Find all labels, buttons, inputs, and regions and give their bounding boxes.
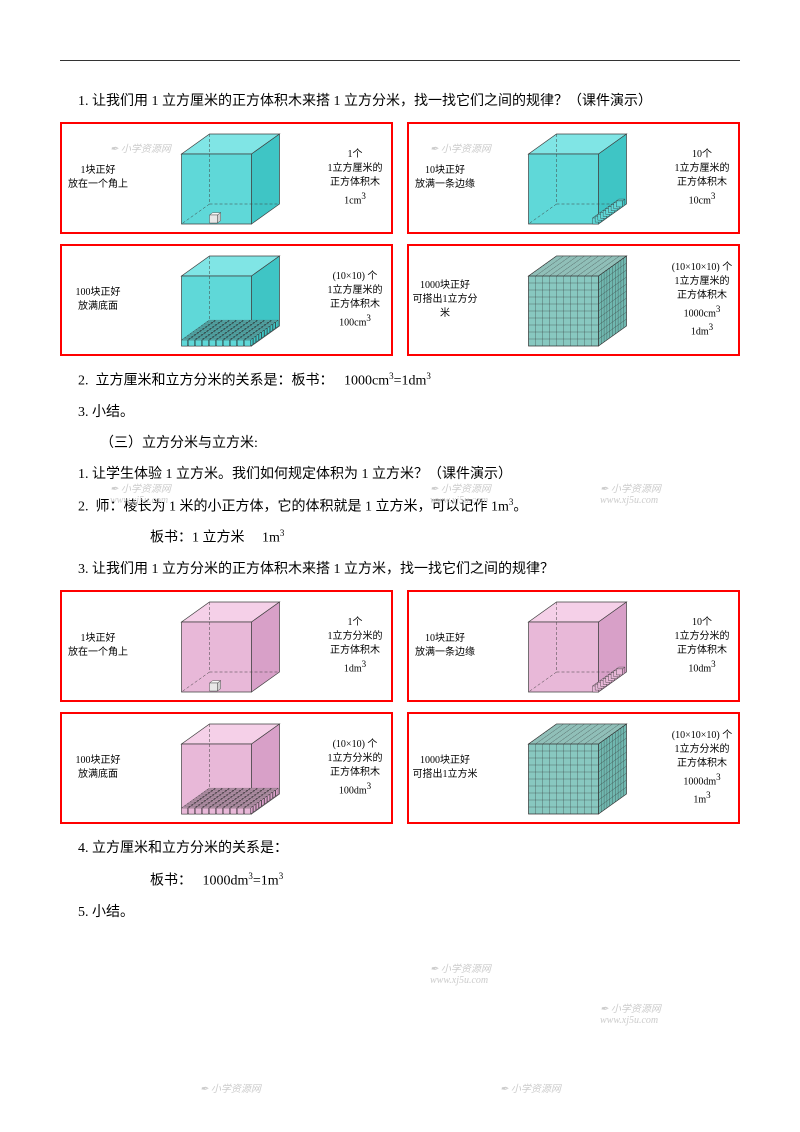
panel-left-label: 1000块正好可搭出1立方分米 xyxy=(409,279,481,321)
cube-panel: 1000块正好可搭出1立方分米 (10×10×10) 个1立方厘米的正方体积木10… xyxy=(407,244,740,356)
watermark: ✒ 小学资源网 xyxy=(200,1080,261,1095)
top-rule xyxy=(60,60,740,61)
cube-panel: 100块正好放满底面 (10×10) 个1立方厘米的正方体积木100cm3 xyxy=(60,244,393,356)
cube-diagram xyxy=(134,124,319,232)
cube-diagram xyxy=(134,592,319,700)
s3-1: 1. 让学生体验 1 立方米。我们如何规定体积为 1 立方米？（课件演示） xyxy=(60,462,740,487)
s3-3: 3. 让我们用 1 立方分米的正方体积木来搭 1 立方米，找一找它们之间的规律？ xyxy=(60,557,740,582)
panel-right-label: 1个1立方厘米的正方体积木1cm3 xyxy=(319,148,391,208)
cube-diagram xyxy=(481,246,666,354)
section3-title: （三）立方分米与立方米: xyxy=(60,431,740,456)
panel-right-label: 10个1立方厘米的正方体积木10cm3 xyxy=(666,148,738,208)
cube-diagram xyxy=(134,246,319,354)
pink-panel-grid: 1块正好放在一个角上1个1立方分米的正方体积木1dm310块正好放满一条边缘10… xyxy=(60,590,740,824)
panel-left-label: 100块正好放满底面 xyxy=(62,754,134,782)
cube-panel: 1000块正好可搭出1立方米 (10×10×10) 个1立方分米的正方体积木100… xyxy=(407,712,740,824)
panel-right-label: (10×10×10) 个1立方厘米的正方体积木1000cm31dm3 xyxy=(666,261,738,340)
panel-left-label: 1块正好放在一个角上 xyxy=(62,164,134,192)
q1-label: 1. 让我们用 1 立方厘米的正方体积木来搭 1 立方分米，找一找它们之间的规律… xyxy=(78,94,652,109)
cube-diagram xyxy=(481,124,666,232)
panel-right-label: (10×10) 个1立方分米的正方体积木100dm3 xyxy=(319,738,391,798)
s3-2b: 板书：1 立方米 1m3 xyxy=(60,525,740,551)
s3-4b: 板书： 1000dm3=1m3 xyxy=(60,868,740,894)
q1-text: 1. 让我们用 1 立方厘米的正方体积木来搭 1 立方分米，找一找它们之间的规律… xyxy=(60,89,740,114)
panel-left-label: 1块正好放在一个角上 xyxy=(62,632,134,660)
panel-right-label: (10×10×10) 个1立方分米的正方体积木1000dm31m3 xyxy=(666,729,738,808)
panel-left-label: 10块正好放满一条边缘 xyxy=(409,164,481,192)
panel-left-label: 100块正好放满底面 xyxy=(62,286,134,314)
panel-left-label: 10块正好放满一条边缘 xyxy=(409,632,481,660)
cube-panel: 100块正好放满底面 (10×10) 个1立方分米的正方体积木100dm3 xyxy=(60,712,393,824)
watermark: ✒ 小学资源网 xyxy=(500,1080,561,1095)
s3-5: 5. 小结。 xyxy=(60,900,740,925)
cube-panel: 10块正好放满一条边缘 10个1立方厘米的正方体积木10cm3 xyxy=(407,122,740,234)
cube-panel: 10块正好放满一条边缘 10个1立方分米的正方体积木10dm3 xyxy=(407,590,740,702)
cube-diagram xyxy=(481,714,666,822)
cube-diagram xyxy=(134,714,319,822)
s3-2: 2. 师：棱长为 1 米的小正方体，它的体积就是 1 立方米，可以记作 1m3。 xyxy=(60,494,740,520)
q2-text: 2. 立方厘米和立方分米的关系是：板书： 1000cm3=1dm3 xyxy=(60,368,740,394)
panel-right-label: 1个1立方分米的正方体积木1dm3 xyxy=(319,616,391,676)
watermark: ✒ 小学资源网www.xj5u.com xyxy=(430,960,491,986)
cyan-panel-grid: 1块正好放在一个角上1个1立方厘米的正方体积木1cm310块正好放满一条边缘10… xyxy=(60,122,740,356)
q3-text: 3. 小结。 xyxy=(60,400,740,425)
panel-right-label: 10个1立方分米的正方体积木10dm3 xyxy=(666,616,738,676)
cube-diagram xyxy=(481,592,666,700)
cube-panel: 1块正好放在一个角上 1个1立方分米的正方体积木1dm3 xyxy=(60,590,393,702)
cube-panel: 1块正好放在一个角上 1个1立方厘米的正方体积木1cm3 xyxy=(60,122,393,234)
panel-left-label: 1000块正好可搭出1立方米 xyxy=(409,754,481,782)
panel-right-label: (10×10) 个1立方厘米的正方体积木100cm3 xyxy=(319,270,391,330)
watermark: ✒ 小学资源网www.xj5u.com xyxy=(600,1000,661,1026)
s3-4: 4. 立方厘米和立方分米的关系是： xyxy=(60,836,740,861)
